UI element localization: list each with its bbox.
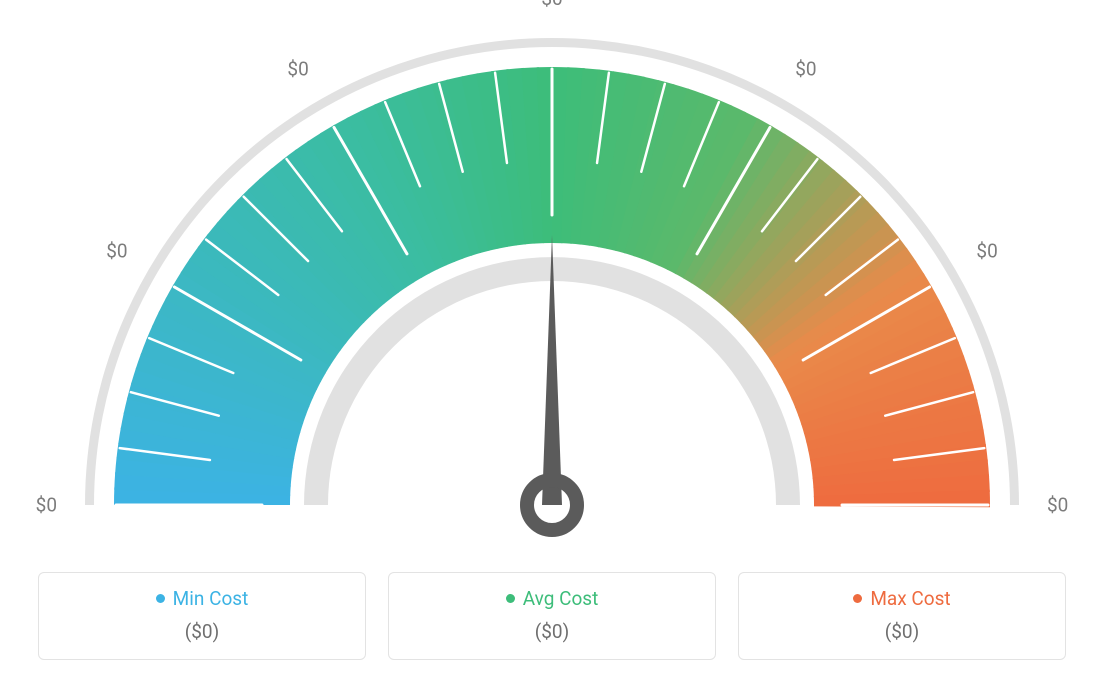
legend-dot-min bbox=[156, 594, 165, 603]
legend-value-min: ($0) bbox=[49, 620, 355, 643]
gauge-cost-widget: $0 $0 $0 $0 $0 $0 $0 Min Cost ($0) Avg Cost ($… bbox=[0, 0, 1104, 690]
legend-box-min: Min Cost ($0) bbox=[38, 572, 366, 660]
legend-value-max: ($0) bbox=[749, 620, 1055, 643]
gauge-outer-label: $0 bbox=[976, 239, 997, 262]
legend-value-avg: ($0) bbox=[399, 620, 705, 643]
legend-dot-max bbox=[853, 594, 862, 603]
gauge-outer-label: $0 bbox=[1047, 494, 1068, 517]
legend-box-avg: Avg Cost ($0) bbox=[388, 572, 716, 660]
legend-dot-avg bbox=[506, 594, 515, 603]
legend-row: Min Cost ($0) Avg Cost ($0) Max Cost ($0… bbox=[38, 572, 1066, 660]
gauge-outer-label: $0 bbox=[287, 58, 308, 81]
gauge-outer-label: $0 bbox=[795, 58, 816, 81]
legend-label-min: Min Cost bbox=[173, 587, 249, 610]
gauge-area: $0 $0 $0 $0 $0 $0 $0 bbox=[0, 0, 1104, 560]
legend-title-min: Min Cost bbox=[156, 587, 249, 610]
legend-box-max: Max Cost ($0) bbox=[738, 572, 1066, 660]
legend-title-avg: Avg Cost bbox=[506, 587, 599, 610]
gauge-outer-label: $0 bbox=[541, 0, 562, 10]
gauge-svg bbox=[0, 0, 1104, 560]
legend-title-max: Max Cost bbox=[853, 587, 950, 610]
legend-label-avg: Avg Cost bbox=[523, 587, 599, 610]
legend-label-max: Max Cost bbox=[870, 587, 950, 610]
gauge-outer-label: $0 bbox=[106, 239, 127, 262]
gauge-outer-label: $0 bbox=[36, 494, 57, 517]
